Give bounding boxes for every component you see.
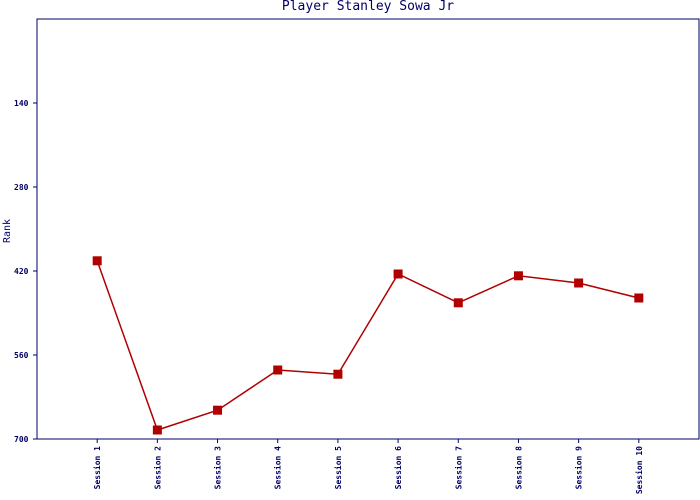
y-axis-label: Rank	[2, 219, 13, 243]
point	[513, 271, 523, 281]
chart-title: Player Stanley Sowa Jr	[282, 0, 454, 14]
x-tick-label: Session 5	[333, 446, 343, 490]
point	[634, 293, 644, 303]
x-tick-label: Session 3	[213, 446, 223, 490]
point	[393, 269, 403, 279]
x-tick-label: Session 4	[273, 446, 283, 490]
point	[152, 425, 162, 435]
y-tick-label: 140	[14, 99, 29, 108]
y-tick-label: 280	[14, 183, 29, 192]
point	[92, 256, 102, 266]
x-tick-label: Session 10	[634, 446, 644, 494]
y-tick-label: 420	[14, 267, 29, 276]
x-tick-label: Session 2	[152, 446, 162, 490]
point	[453, 298, 463, 308]
point	[213, 405, 223, 415]
x-tick-label: Session 8	[513, 446, 523, 490]
y-tick-label: 700	[14, 435, 29, 444]
plot-frame	[36, 18, 700, 440]
x-tick-label: Session 6	[393, 446, 403, 490]
x-tick-label: Session 7	[453, 446, 463, 490]
point	[574, 278, 584, 288]
x-tick-label: Session 1	[92, 446, 102, 490]
series-line	[96, 260, 639, 431]
point	[333, 369, 343, 379]
x-tick-label: Session 9	[574, 446, 584, 490]
point	[273, 365, 283, 375]
y-tick-label: 560	[14, 351, 29, 360]
